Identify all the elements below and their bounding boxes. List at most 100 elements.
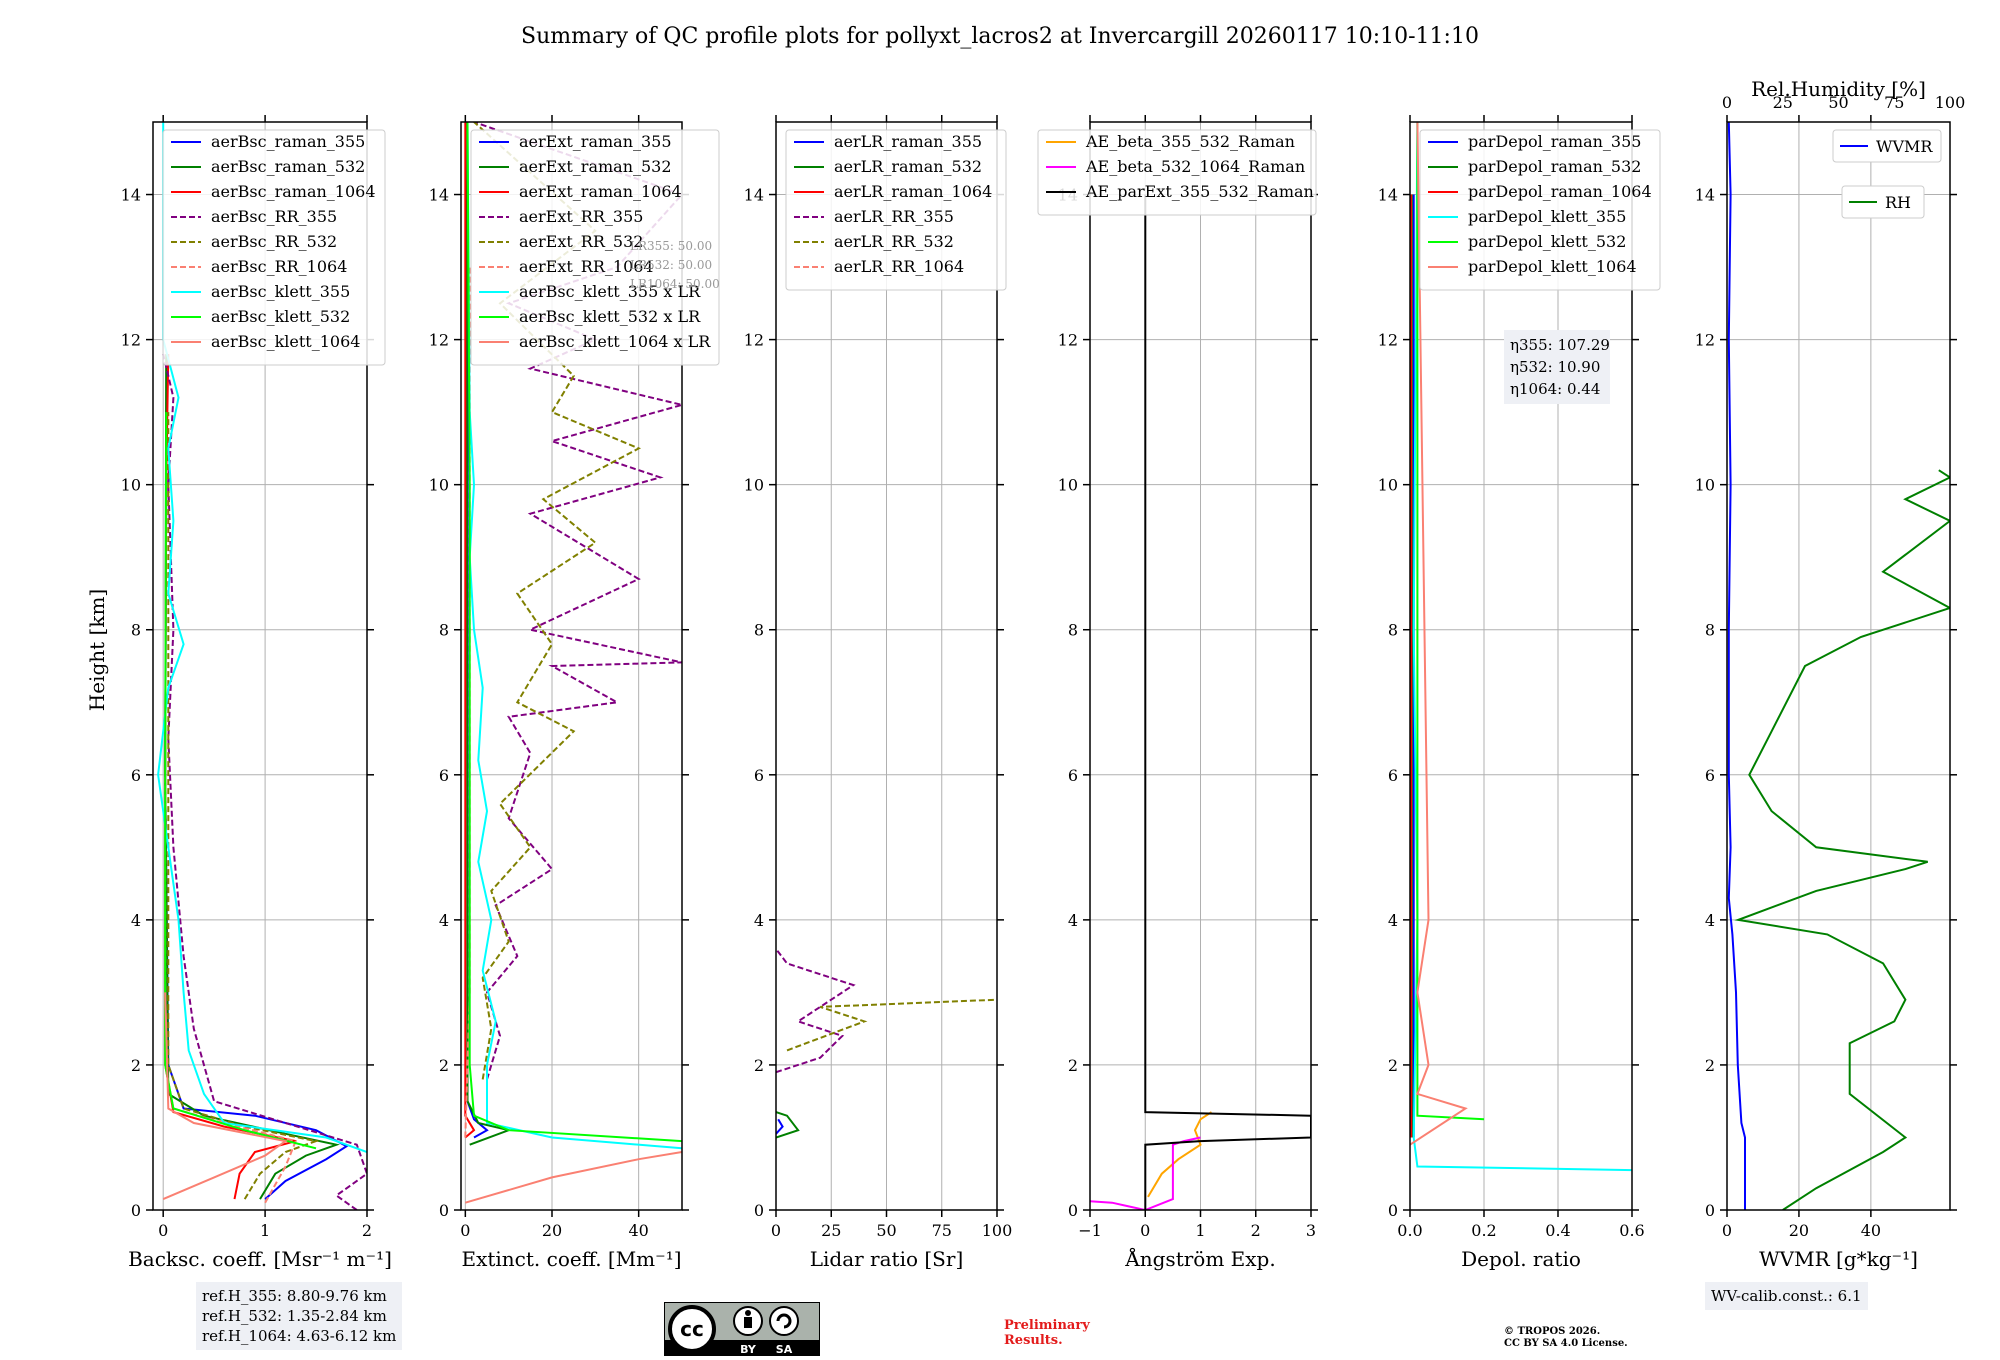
eta-annotation: η1064: 0.44 <box>1510 380 1600 398</box>
legend-label: RH <box>1885 193 1911 212</box>
legend-label: aerBsc_klett_532 <box>211 307 350 326</box>
y-tick-label: 10 <box>121 476 141 495</box>
eta-annotation: η532: 10.90 <box>1510 358 1600 376</box>
plot-frame <box>775 121 998 1211</box>
panel-4: −1012302468101214Ångström Exp.AE_beta_35… <box>1037 115 1318 1271</box>
y-tick-label: 0 <box>1068 1201 1078 1220</box>
y-tick-label: 10 <box>744 476 764 495</box>
legend-label: aerExt_raman_532 <box>519 157 672 176</box>
series-aerlr-raman-355 <box>776 1118 784 1135</box>
x-tick-label: 0 <box>771 1221 781 1240</box>
legend-label: parDepol_raman_1064 <box>1468 182 1652 201</box>
series-pardepol-klett-1064 <box>1410 122 1468 1146</box>
y-tick-label: 4 <box>754 911 764 930</box>
series-aerbsc-raman-1064 <box>164 354 296 1200</box>
y-tick-label: 0 <box>1705 1201 1715 1220</box>
series-group <box>1410 122 1632 1172</box>
top-x-tick-label: 25 <box>1773 93 1793 112</box>
x-tick-label: 25 <box>821 1221 841 1240</box>
legend-label: parDepol_klett_1064 <box>1468 257 1637 276</box>
series-aerbsc-rr-532 <box>167 412 320 1200</box>
legend-label: aerExt_RR_1064 <box>519 257 654 276</box>
copyright-line-1: © TROPOS 2026. <box>1504 1326 1601 1337</box>
legend-label: aerExt_raman_355 <box>519 132 672 151</box>
wv-calibration-constant: WV-calib.const.: 6.1 <box>1711 1287 1862 1305</box>
cc-by-sa-logo: cc BY SA <box>664 1302 820 1356</box>
series-aerbsc-rr-355 <box>162 353 367 1210</box>
legend-label: AE_parExt_355_532_Raman <box>1085 182 1314 201</box>
y-tick-label: 2 <box>439 1056 449 1075</box>
x-axis-label: Depol. ratio <box>1461 1247 1581 1271</box>
y-tick-label: 10 <box>429 476 449 495</box>
series-group <box>464 122 682 1204</box>
ref-height-532: ref.H_532: 1.35-2.84 km <box>202 1307 387 1325</box>
y-tick-label: 2 <box>754 1056 764 1075</box>
x-tick-label: 0.6 <box>1619 1221 1644 1240</box>
ref-height-355: ref.H_355: 8.80-9.76 km <box>202 1287 387 1305</box>
y-tick-label: 14 <box>121 186 141 205</box>
y-tick-label: 0 <box>439 1201 449 1220</box>
legend-label: aerBsc_raman_532 <box>211 157 365 176</box>
y-tick-label: 10 <box>1695 476 1715 495</box>
y-tick-label: 12 <box>1378 331 1398 350</box>
y-tick-label: 8 <box>1705 621 1715 640</box>
cc-by-text: BY <box>740 1343 757 1356</box>
y-tick-label: 12 <box>1695 331 1715 350</box>
preliminary-line-2: Results. <box>1004 1333 1063 1348</box>
plot-frame <box>1409 121 1633 1211</box>
x-tick-label: 2 <box>362 1221 372 1240</box>
x-tick-label: 40 <box>628 1221 648 1240</box>
series-ae-beta-355-532-raman <box>1147 1111 1213 1198</box>
series-group <box>1727 122 1950 1210</box>
legend-label: aerLR_raman_532 <box>834 157 982 176</box>
series-aerlr-rr-532 <box>786 998 997 1052</box>
top-x-tick-label: 0 <box>1722 93 1732 112</box>
x-axis-label: Lidar ratio [Sr] <box>810 1247 964 1271</box>
x-tick-label: 0.2 <box>1471 1221 1496 1240</box>
x-tick-label: 20 <box>1789 1221 1809 1240</box>
series-ae-parext-355-532-raman <box>1144 194 1311 1210</box>
eta-box <box>1504 330 1610 404</box>
legend-label: aerBsc_raman_1064 <box>211 182 376 201</box>
x-tick-label: 2 <box>1251 1221 1261 1240</box>
x-axis-label: WVMR [g*kg⁻¹] <box>1759 1247 1918 1271</box>
figure: Summary of QC profile plots for pollyxt_… <box>85 24 1966 1271</box>
y-tick-label: 12 <box>1058 331 1078 350</box>
legend-label: aerBsc_RR_355 <box>211 207 337 226</box>
x-tick-label: 100 <box>982 1221 1013 1240</box>
y-tick-label: 8 <box>1388 621 1398 640</box>
series-aerbsc-klett-1064 <box>162 992 288 1201</box>
x-tick-label: 0 <box>1140 1221 1150 1240</box>
legend-label: parDepol_raman_355 <box>1468 132 1641 151</box>
series-aerext-raman-1064 <box>464 122 476 1139</box>
series-aerbsc-klett-355-x-lr <box>466 122 682 1150</box>
legend-box-wvmr <box>1832 129 1942 163</box>
y-tick-label: 12 <box>744 331 764 350</box>
x-tick-label: 0.4 <box>1545 1221 1570 1240</box>
panel-5: 0.0 0.2 0.4 0.6 0 2 4 6 8 10 12 14 Depol. ratio parDe… <box>1378 115 1661 1271</box>
legend-label: aerExt_RR_532 <box>519 232 643 251</box>
series-aerbsc-klett-1064-x-lr <box>465 1151 682 1204</box>
top-x-axis-label: Rel.Humidity [%] <box>1751 77 1926 101</box>
y-tick-label: 4 <box>1068 911 1078 930</box>
y-tick-label: 6 <box>439 766 449 785</box>
cc-sa-text: SA <box>776 1343 793 1356</box>
y-tick-label: 12 <box>429 331 449 350</box>
legend-label: aerBsc_klett_1064 x LR <box>519 332 711 351</box>
legend-label: aerBsc_klett_532 x LR <box>519 307 701 326</box>
legend-label: aerLR_RR_1064 <box>834 257 964 276</box>
series-aerbsc-raman-532 <box>164 354 341 1200</box>
legend-label: AE_beta_532_1064_Raman <box>1085 157 1305 176</box>
legend-box-rh <box>1841 185 1925 219</box>
x-tick-label: 75 <box>932 1221 952 1240</box>
y-tick-label: 2 <box>1705 1056 1715 1075</box>
legend-label: aerBsc_klett_1064 <box>211 332 360 351</box>
legend-label: aerBsc_RR_1064 <box>211 257 347 276</box>
preliminary-note: Preliminary Results. <box>1004 1318 1090 1348</box>
panel-6: 0 20 40 0 2 4 6 8 10 12 14 WVMR [g*kg⁻¹] 0 25 50 75 100 R… <box>1695 77 1966 1271</box>
y-tick-label: 0 <box>754 1201 764 1220</box>
x-tick-label: 1 <box>260 1221 270 1240</box>
legend-box <box>1419 129 1661 291</box>
panel-3: 0 25 50 75 100 0 2 4 6 8 10 12 14 Lidar ratio [Sr] aer… <box>744 115 1013 1271</box>
